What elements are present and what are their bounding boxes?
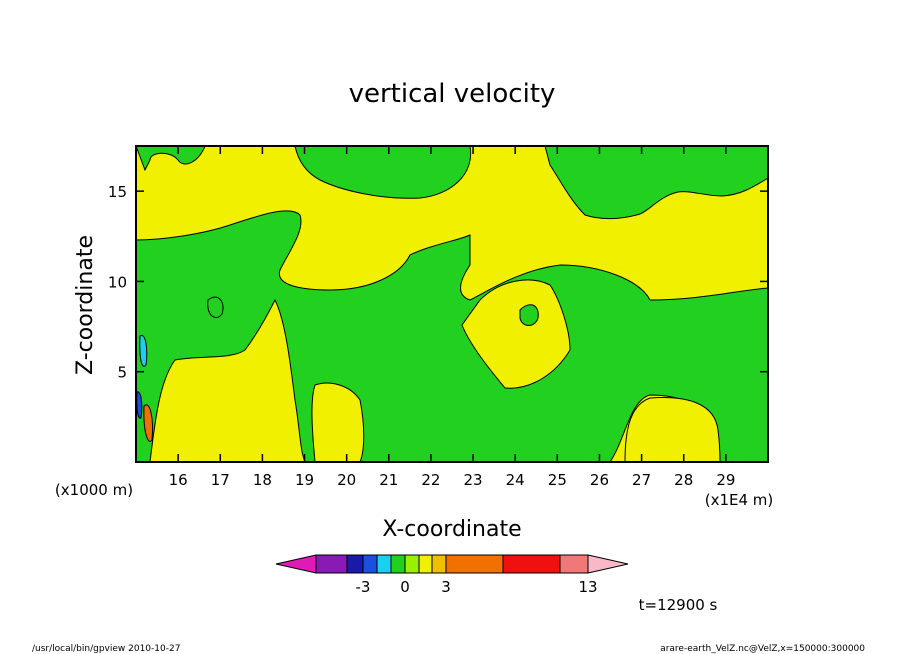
plot-frame — [135, 145, 769, 463]
contour-region-positive — [624, 396, 721, 463]
colorbar-segment — [587, 554, 629, 574]
contour-region-positive — [149, 298, 306, 463]
colorbar-segment — [390, 554, 406, 574]
x-tick-label: 24 — [506, 471, 525, 489]
contour-region-negative — [135, 145, 206, 172]
colorbar-segment — [362, 554, 378, 574]
y-axis-label: Z-coordinate — [73, 235, 98, 375]
x-unit-left: (x1000 m) — [55, 481, 133, 499]
contour-region-strong-negative — [136, 391, 143, 419]
contour-region-negative — [207, 296, 224, 318]
colorbar-segment — [559, 554, 589, 574]
colorbar-segment — [445, 554, 504, 574]
y-axis-ticks: 5 10 15 — [108, 183, 768, 382]
x-tick-label: 29 — [716, 471, 735, 489]
contour-region-strong-positive — [143, 404, 153, 442]
x-unit-right: (x1E4 m) — [705, 491, 774, 509]
x-tick-label: 28 — [674, 471, 693, 489]
x-tick-label: 17 — [211, 471, 230, 489]
colorbar-segment — [431, 554, 447, 574]
contour-region-negative — [544, 145, 769, 220]
colorbar-segment — [502, 554, 561, 574]
footer-right: arare-earth_VelZ.nc@VelZ,x=150000:300000 — [660, 644, 865, 654]
colorbar-segment — [418, 554, 433, 574]
chart-title: vertical velocity — [349, 79, 556, 109]
x-tick-label: 20 — [337, 471, 356, 489]
colorbar-tick-label: 3 — [441, 578, 451, 596]
x-tick-label: 22 — [421, 471, 440, 489]
contour-region-negative — [294, 145, 472, 199]
contour-region-negative — [519, 304, 539, 326]
x-tick-label: 19 — [295, 471, 314, 489]
x-tick-label: 27 — [632, 471, 651, 489]
colorbar-tick-label: 0 — [400, 578, 410, 596]
time-label: t=12900 s — [639, 596, 718, 614]
x-tick-label: 23 — [464, 471, 483, 489]
x-axis-label: X-coordinate — [382, 517, 521, 542]
x-axis-ticks: 16 17 18 19 20 21 22 23 24 25 26 27 28 29 — [169, 146, 735, 489]
x-tick-label: 25 — [548, 471, 567, 489]
colorbar-labels: -3 0 3 13 — [356, 578, 598, 596]
plot-area — [135, 145, 769, 463]
y-tick-label: 5 — [117, 364, 127, 382]
colorbar-segment — [315, 554, 348, 574]
colorbar-tick-label: -3 — [356, 578, 371, 596]
contour-region-strong-negative — [139, 334, 148, 367]
contour-regions — [135, 145, 769, 463]
colorbar-segment — [404, 554, 420, 574]
colorbar — [275, 554, 629, 574]
contour-region-positive — [461, 279, 571, 389]
y-tick-label: 10 — [108, 273, 127, 291]
colorbar-segment — [376, 554, 392, 574]
colorbar-tick-label: 13 — [578, 578, 597, 596]
footer-left: /usr/local/bin/gpview 2010-10-27 — [32, 644, 180, 654]
x-tick-label: 16 — [169, 471, 188, 489]
colorbar-segment — [275, 554, 317, 574]
x-tick-label: 26 — [590, 471, 609, 489]
contour-region-positive — [311, 382, 365, 463]
y-tick-label: 15 — [108, 183, 127, 201]
colorbar-segment — [346, 554, 364, 574]
x-tick-label: 18 — [253, 471, 272, 489]
x-tick-label: 21 — [379, 471, 398, 489]
